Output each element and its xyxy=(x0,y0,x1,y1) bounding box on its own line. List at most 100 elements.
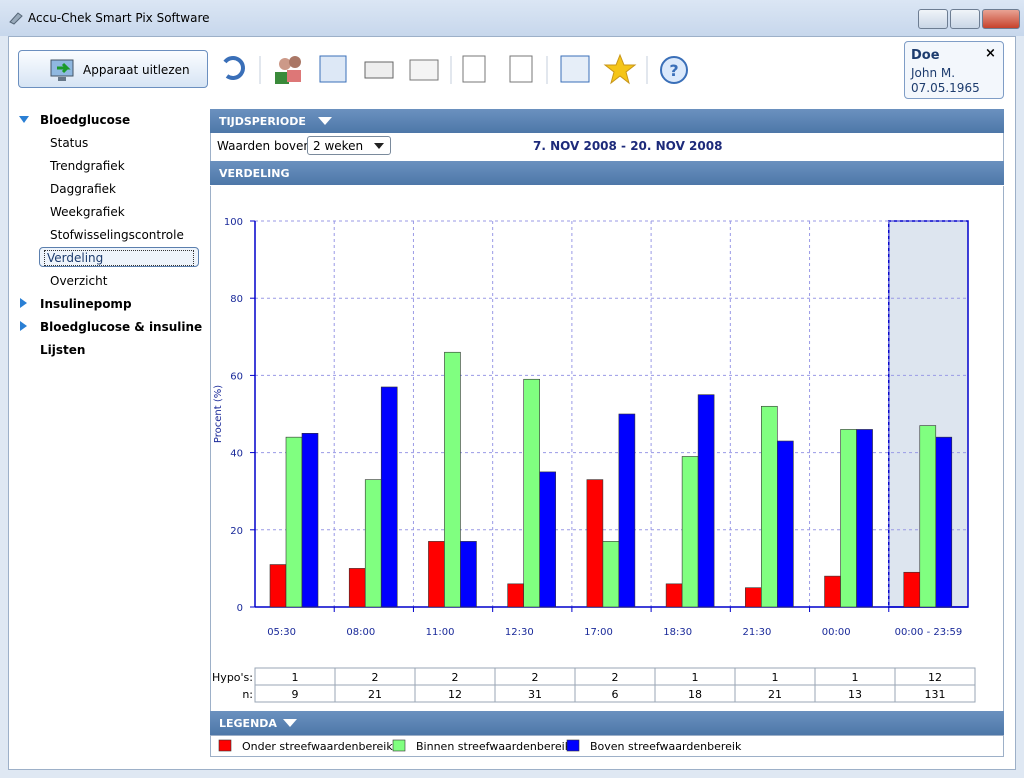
table-value: 9 xyxy=(292,688,299,701)
table-value: 13 xyxy=(848,688,862,701)
y-tick-label: 80 xyxy=(230,294,243,305)
period-header-label: TIJDSPERIODE xyxy=(219,115,306,128)
table-value: 2 xyxy=(372,671,379,684)
bar xyxy=(444,351,461,608)
app-icon xyxy=(9,12,23,25)
nav-group[interactable]: Bloedglucose & insuline xyxy=(40,320,203,334)
import-pdf-icon[interactable] xyxy=(509,55,533,83)
nav-item[interactable]: Trendgrafiek xyxy=(50,159,125,173)
legend-label: Boven streefwaardenbereik xyxy=(590,740,742,753)
x-tick-label: 08:00 xyxy=(346,627,375,638)
nav-item[interactable]: Weekgrafiek xyxy=(50,205,125,219)
legend-header-label: LEGENDA xyxy=(219,717,277,730)
table-row-label: n: xyxy=(242,688,253,701)
nav-item-selected[interactable]: Verdeling xyxy=(44,250,194,266)
x-tick-label: 18:30 xyxy=(663,627,692,638)
period-range: 7. NOV 2008 - 20. NOV 2008 xyxy=(533,139,723,153)
title-bar: Accu-Chek Smart Pix Software xyxy=(0,0,1024,36)
bar xyxy=(618,413,636,608)
legend-swatch xyxy=(392,739,406,752)
minimize-button[interactable] xyxy=(918,9,948,29)
bar xyxy=(840,429,857,608)
period-select[interactable]: 2 weken xyxy=(307,136,391,155)
bar xyxy=(935,436,953,608)
bar xyxy=(301,433,319,608)
close-button[interactable] xyxy=(982,9,1020,29)
legend: Onder streefwaardenbereik Binnen streefwa… xyxy=(218,739,742,753)
bar xyxy=(903,571,921,608)
patient-icon[interactable] xyxy=(275,56,301,84)
x-tick-label: 00:00 - 23:59 xyxy=(895,627,963,638)
bar xyxy=(269,564,287,608)
bar xyxy=(539,471,556,608)
legend-swatch xyxy=(218,739,232,752)
selected-highlight xyxy=(39,247,199,267)
distribution-header-label: VERDELING xyxy=(219,167,290,180)
table-value: 1 xyxy=(292,671,299,684)
bar xyxy=(777,440,794,608)
nav-item[interactable]: Status xyxy=(50,136,89,150)
table-value: 2 xyxy=(532,671,539,684)
undo-icon[interactable] xyxy=(223,56,245,80)
patient-first-name: John M. xyxy=(911,66,956,80)
bar xyxy=(697,394,715,608)
bar xyxy=(824,575,841,608)
bar xyxy=(348,568,366,608)
period-label: Waarden boven xyxy=(217,139,311,153)
toolbar: ? xyxy=(223,53,688,85)
period-select-value: 2 weken xyxy=(313,139,364,153)
legend-label: Onder streefwaardenbereik xyxy=(242,740,393,753)
print-icon[interactable] xyxy=(364,61,394,79)
read-device-button[interactable]: Apparaat uitlezen xyxy=(18,50,208,88)
list-icon[interactable] xyxy=(560,55,590,83)
bar xyxy=(856,429,873,608)
bar xyxy=(919,425,937,608)
legend-panel: Onder streefwaardenbereik Binnen streefwa… xyxy=(210,735,1004,757)
bar xyxy=(602,541,620,608)
period-bar: Waarden boven 2 weken 7. NOV 2008 - 20. … xyxy=(210,133,1004,161)
table-value: 6 xyxy=(612,688,619,701)
legend-swatch xyxy=(566,739,580,752)
bar xyxy=(507,583,524,608)
legend-label: Binnen streefwaardenbereik xyxy=(416,740,572,753)
x-tick-label: 11:00 xyxy=(426,627,455,638)
bar xyxy=(523,378,540,608)
table-cell xyxy=(894,684,976,703)
export-pdf-icon[interactable] xyxy=(462,55,486,83)
y-tick-label: 20 xyxy=(230,526,243,537)
bar xyxy=(428,541,445,608)
legend-header[interactable]: LEGENDA xyxy=(210,711,1004,735)
bar xyxy=(665,583,683,608)
nav-item[interactable]: Daggrafiek xyxy=(50,182,117,196)
nav-group[interactable]: Insulinepomp xyxy=(40,297,132,311)
y-tick-label: 100 xyxy=(224,217,243,228)
nav-group[interactable]: Lijsten xyxy=(40,343,86,357)
save-icon[interactable] xyxy=(319,55,347,83)
close-patient[interactable]: × xyxy=(985,46,996,61)
bar xyxy=(586,479,604,608)
table-value: 21 xyxy=(368,688,382,701)
x-tick-label: 05:30 xyxy=(267,627,296,638)
select-arrow xyxy=(374,143,384,149)
bar xyxy=(460,541,477,608)
table-value: 18 xyxy=(688,688,702,701)
window-title: Accu-Chek Smart Pix Software xyxy=(28,11,210,25)
patient-card: Doe × John M. 07.05.1965 xyxy=(904,41,1004,99)
bar xyxy=(285,436,303,608)
distribution-header: VERDELING xyxy=(210,161,1004,185)
nav-group[interactable]: Bloedglucose xyxy=(40,113,131,127)
device-icon xyxy=(50,59,74,81)
table-row-label: Hypo's: xyxy=(212,671,253,684)
email-icon[interactable] xyxy=(409,59,439,81)
table-value: 131 xyxy=(925,688,946,701)
period-header[interactable]: TIJDSPERIODE xyxy=(210,109,1004,133)
nav-item[interactable]: Stofwisselingscontrole xyxy=(50,228,184,242)
nav-item[interactable]: Overzicht xyxy=(50,274,108,288)
bar xyxy=(380,386,398,608)
maximize-button[interactable] xyxy=(950,9,980,29)
help-icon[interactable] xyxy=(660,56,688,84)
favorite-icon[interactable] xyxy=(603,53,637,85)
collapsed-arrow xyxy=(20,321,27,331)
